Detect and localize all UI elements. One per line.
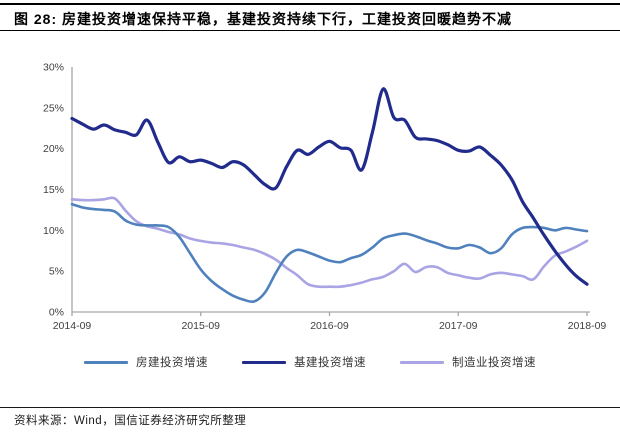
legend-swatch-infrastructure <box>242 360 286 364</box>
line-chart: 0% 5% 10% 15% 20% 25% 30% 2014-09 2015-09 2016-09… <box>43 62 607 333</box>
source-note: 资料来源：Wind，国信证券经济研究所整理 <box>14 415 247 427</box>
top-border-rule <box>0 3 620 5</box>
legend-item-manufacturing: 制造业投资增速 <box>400 354 536 370</box>
legend-label-infrastructure: 基建投资增速 <box>294 357 366 369</box>
svg-text:2015-09: 2015-09 <box>181 320 220 332</box>
figure-title: 图 28: 房建投资增速保持平稳，基建投资持续下行，工建投资回暖趋势不减 <box>14 11 513 27</box>
svg-text:25%: 25% <box>43 102 64 114</box>
svg-text:10%: 10% <box>43 225 64 237</box>
svg-text:2016-09: 2016-09 <box>310 320 349 332</box>
legend-swatch-manufacturing <box>400 360 444 364</box>
legend-label-housing: 房建投资增速 <box>136 357 208 369</box>
svg-text:20%: 20% <box>43 143 64 155</box>
legend-item-housing: 房建投资增速 <box>84 354 208 370</box>
svg-text:5%: 5% <box>49 266 64 278</box>
svg-text:30%: 30% <box>43 62 64 74</box>
legend-label-manufacturing: 制造业投资增速 <box>452 357 536 369</box>
chart-legend: 房建投资增速 基建投资增速 制造业投资增速 <box>0 354 620 370</box>
source-divider-rule <box>0 407 620 408</box>
svg-text:2018-09: 2018-09 <box>568 320 607 332</box>
legend-swatch-housing <box>84 360 128 364</box>
title-divider-rule <box>0 30 620 31</box>
legend-item-infrastructure: 基建投资增速 <box>242 354 366 370</box>
svg-text:2017-09: 2017-09 <box>439 320 478 332</box>
svg-text:15%: 15% <box>43 184 64 196</box>
svg-text:2014-09: 2014-09 <box>53 320 92 332</box>
svg-text:0%: 0% <box>49 307 64 319</box>
